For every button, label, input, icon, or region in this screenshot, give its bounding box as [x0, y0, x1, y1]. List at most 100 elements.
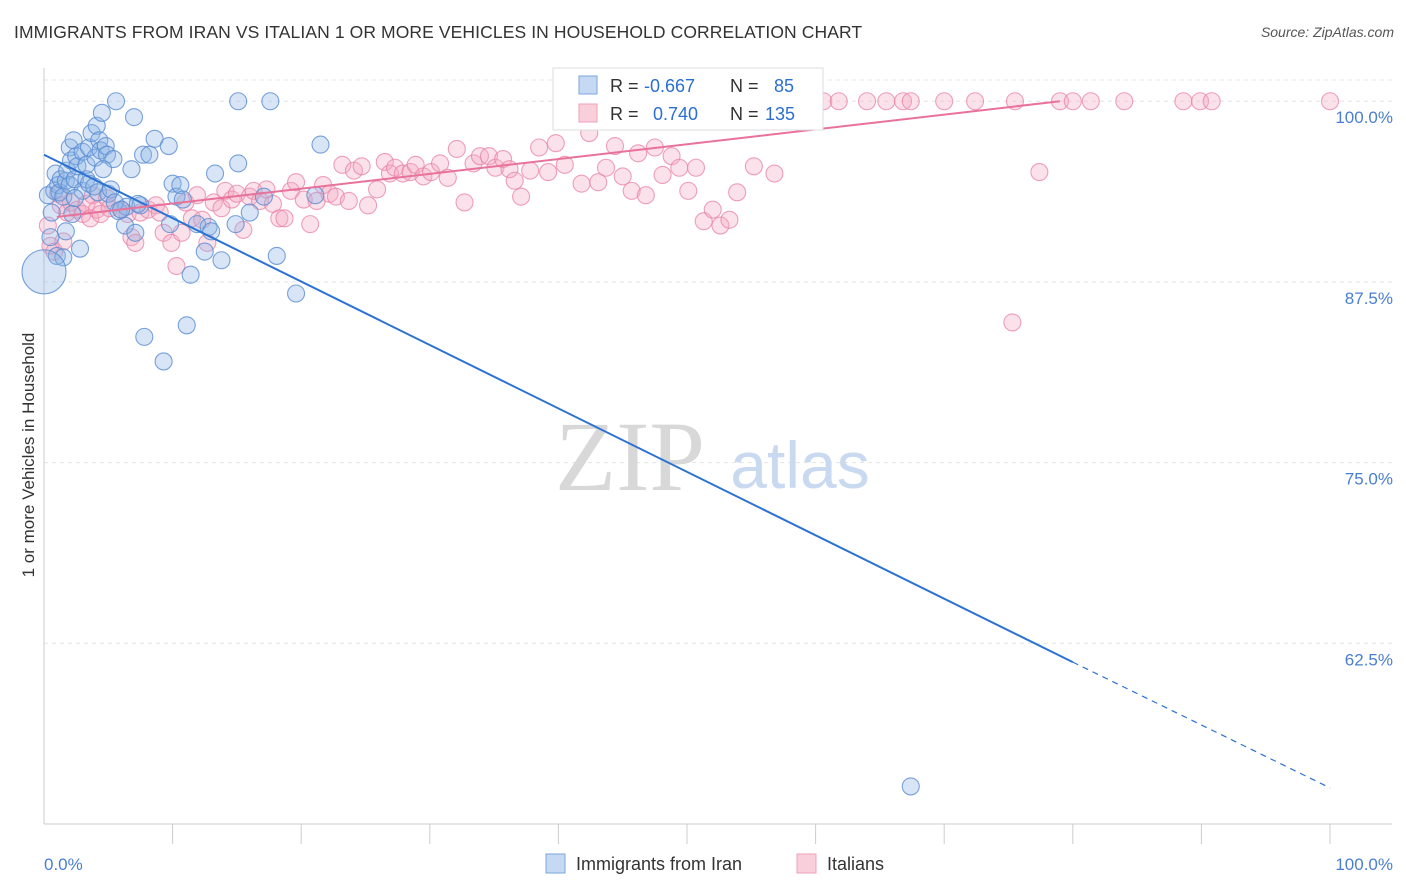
italians-point	[126, 233, 145, 252]
italians-point	[829, 92, 848, 111]
legend-r-value-italians: 0.740	[653, 104, 698, 124]
series-legend-label-italians: Italians	[827, 854, 884, 874]
iran-point	[901, 777, 920, 796]
italians-point	[1030, 163, 1049, 182]
italians-point	[622, 181, 641, 200]
italians-point	[711, 216, 730, 235]
x-tick-label: 0.0%	[44, 855, 83, 874]
italians-point	[765, 164, 784, 183]
watermark-atlas: atlas	[730, 428, 869, 502]
y-tick-label: 62.5%	[1345, 650, 1393, 669]
italians-point	[301, 215, 320, 234]
iran-point	[306, 186, 325, 205]
legend-r-label-iran: R =	[610, 76, 639, 96]
italians-point	[287, 173, 306, 192]
series-legend: Immigrants from Iran Italians	[545, 853, 884, 874]
italians-point	[521, 161, 540, 180]
italians-point	[613, 167, 632, 186]
italians-point	[1202, 92, 1221, 111]
italians-point	[935, 92, 954, 111]
italians-point	[275, 209, 294, 228]
italians-point	[555, 155, 574, 174]
italians-point	[505, 171, 524, 190]
iran-trend-extension	[1072, 661, 1331, 789]
legend-n-value-italians: 135	[765, 104, 795, 124]
italians-point	[653, 165, 672, 185]
iran-point	[240, 203, 259, 222]
iran-point	[41, 228, 60, 247]
series-legend-swatch-italians	[796, 853, 817, 874]
legend-r-label-italians: R =	[610, 104, 639, 124]
iran-point	[195, 242, 214, 261]
iran-point	[254, 187, 273, 206]
italians-point	[438, 168, 457, 187]
iran-point	[154, 352, 173, 371]
iran-point	[54, 248, 73, 267]
italians-point	[636, 186, 655, 205]
iran-point	[205, 164, 225, 183]
source-label: Source: ZipAtlas.com	[1260, 24, 1394, 40]
y-tick-label: 87.5%	[1345, 289, 1393, 308]
iran-point	[85, 177, 104, 196]
iran-point	[56, 222, 75, 241]
x-tick-label: 100.0%	[1335, 855, 1393, 874]
iran-point	[46, 164, 65, 183]
iran-point	[212, 251, 231, 270]
iran-point	[117, 197, 136, 216]
iran-point	[160, 215, 180, 234]
italians-point	[728, 183, 747, 202]
italians-point	[686, 158, 706, 177]
legend-swatch-italians	[578, 103, 598, 123]
iran-point	[133, 145, 153, 164]
iran-point	[171, 176, 190, 195]
iran-point	[267, 246, 286, 265]
iran-point	[287, 284, 306, 303]
italians-point	[512, 187, 531, 206]
italians-point	[572, 174, 591, 193]
italians-point	[455, 193, 474, 212]
italians-point	[1003, 313, 1022, 332]
iran-point	[70, 239, 90, 258]
italians-point	[857, 92, 877, 111]
italians-point	[744, 157, 763, 176]
italians-point	[589, 173, 608, 192]
iran-point	[42, 203, 61, 222]
iran-point	[122, 160, 141, 179]
iran-point	[311, 135, 330, 154]
iran-point	[73, 181, 92, 200]
italians-point	[539, 163, 558, 182]
stats-legend: R = -0.667 N = 85 R = 0.740 N = 135	[552, 67, 824, 131]
iran-point	[65, 189, 84, 208]
iran-point	[126, 223, 145, 242]
italians-point	[1174, 92, 1193, 111]
legend-n-label-italians: N =	[730, 104, 759, 124]
italians-point	[893, 92, 913, 111]
italians-point	[1115, 92, 1134, 111]
italians-point	[629, 144, 648, 163]
iran-point	[226, 215, 245, 234]
italians-point	[375, 152, 394, 172]
italians-point	[359, 196, 378, 215]
iran-point	[177, 316, 196, 335]
iran-point	[229, 154, 248, 173]
italians-point	[605, 137, 625, 156]
italians-point	[546, 134, 565, 153]
italians-point	[333, 155, 352, 174]
legend-r-value-iran: -0.667	[644, 76, 695, 96]
italians-point	[479, 147, 499, 166]
iran-point	[261, 92, 280, 111]
italians-point	[167, 256, 186, 276]
italians-point	[91, 204, 110, 224]
italians-point	[368, 180, 387, 199]
italians-point	[703, 200, 722, 219]
iran-point	[54, 187, 73, 206]
iran-point	[173, 190, 192, 209]
iran-point	[135, 327, 154, 346]
legend-n-value-iran: 85	[774, 76, 794, 96]
italians-point	[966, 92, 985, 111]
series-legend-label-iran: Immigrants from Iran	[576, 854, 742, 874]
italians-point	[270, 209, 289, 228]
iran-point	[77, 155, 96, 174]
iran-point	[106, 92, 126, 111]
